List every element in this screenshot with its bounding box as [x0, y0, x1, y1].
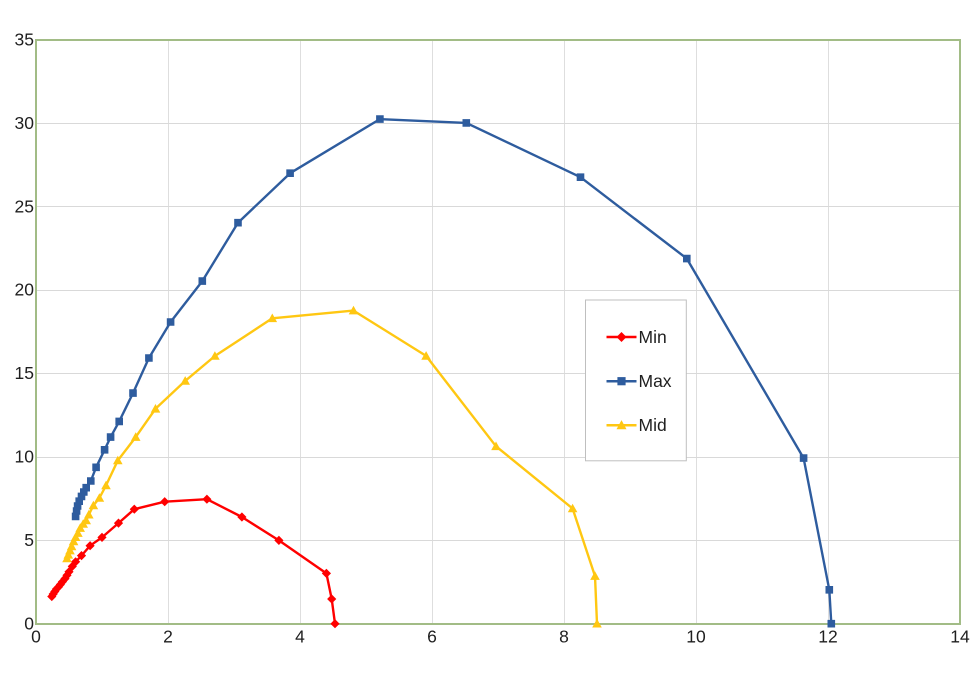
svg-text:30: 30	[15, 113, 35, 133]
svg-text:0: 0	[24, 613, 34, 633]
svg-text:6: 6	[427, 626, 437, 646]
svg-text:10: 10	[686, 626, 706, 646]
svg-text:10: 10	[15, 447, 35, 467]
svg-text:35: 35	[15, 29, 34, 49]
svg-text:0: 0	[31, 626, 41, 646]
svg-text:Mid: Mid	[639, 415, 667, 435]
svg-text:Min: Min	[639, 327, 667, 347]
svg-text:20: 20	[15, 280, 35, 300]
svg-text:8: 8	[559, 626, 569, 646]
svg-text:2: 2	[163, 626, 173, 646]
svg-text:4: 4	[295, 626, 305, 646]
svg-text:Max: Max	[639, 371, 672, 391]
svg-text:14: 14	[950, 626, 970, 646]
svg-text:12: 12	[818, 626, 837, 646]
svg-text:15: 15	[15, 363, 34, 383]
svg-text:5: 5	[24, 530, 34, 550]
svg-text:25: 25	[15, 196, 34, 216]
